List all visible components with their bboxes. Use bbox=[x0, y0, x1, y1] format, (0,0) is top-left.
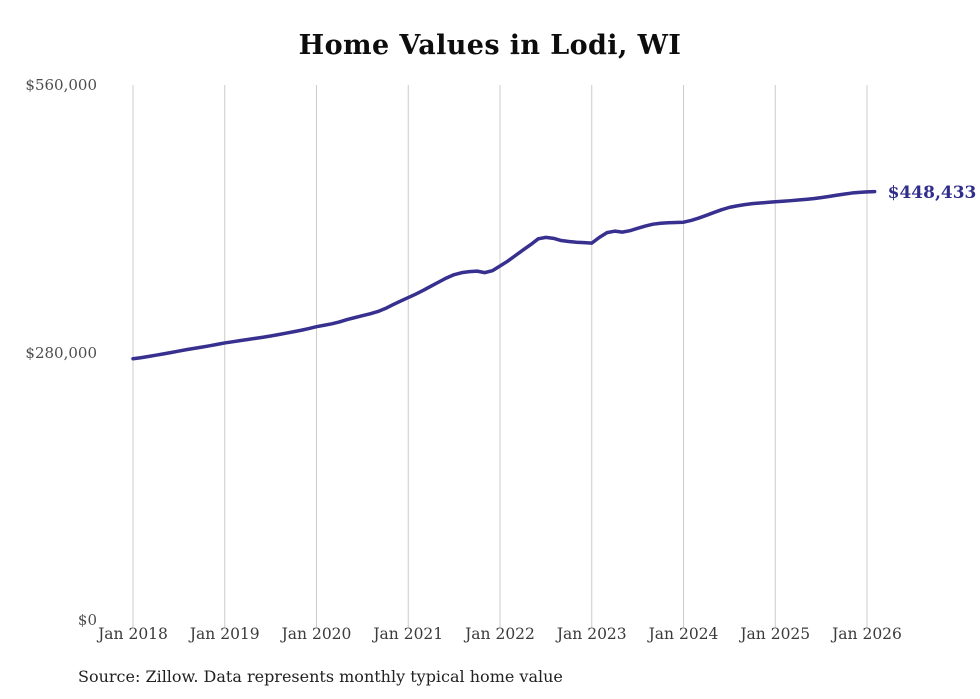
x-axis-label-jan-2023: Jan 2023 bbox=[556, 625, 627, 643]
x-axis-label-jan-2024: Jan 2024 bbox=[648, 625, 719, 643]
x-axis-label-jan-2019: Jan 2019 bbox=[189, 625, 260, 643]
x-axis-label-jan-2021: Jan 2021 bbox=[373, 625, 444, 643]
x-axis-label-jan-2026: Jan 2026 bbox=[832, 625, 902, 643]
latest-value-label: $448,433 bbox=[887, 182, 977, 203]
y-axis-label-560000: $560,000 bbox=[25, 76, 97, 94]
home-value-series-line bbox=[131, 189, 877, 361]
y-axis-label-280000: $280,000 bbox=[25, 343, 97, 362]
chart-title: Home Values in Lodi, WI bbox=[298, 30, 682, 61]
x-axis-label-jan-2022: Jan 2022 bbox=[465, 625, 535, 643]
x-axis-label-jan-2020: Jan 2020 bbox=[281, 625, 352, 643]
y-axis-label-0: $0 bbox=[77, 611, 97, 629]
source-note: Source: Zillow. Data represents monthly … bbox=[78, 667, 563, 686]
x-axis-label-jan-2018: Jan 2018 bbox=[98, 625, 168, 643]
x-axis-label-jan-2025: Jan 2025 bbox=[740, 625, 811, 643]
